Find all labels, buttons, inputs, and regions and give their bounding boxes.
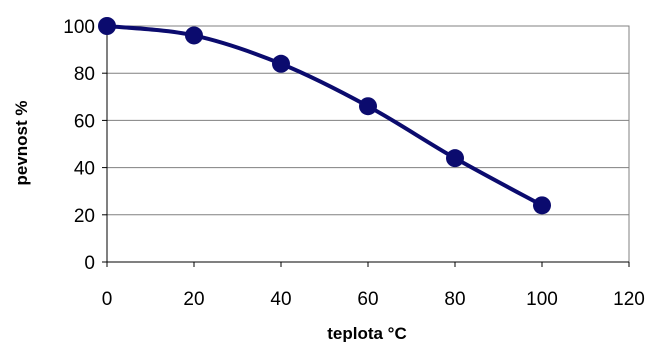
x-axis-title: teplota °C <box>327 324 407 342</box>
x-tick-label: 40 <box>270 289 291 310</box>
x-tick-label: 60 <box>357 289 378 310</box>
x-tick-label: 120 <box>613 289 645 310</box>
y-tick-label: 40 <box>74 159 95 180</box>
series-group <box>98 17 551 215</box>
grid-lines <box>107 25 629 216</box>
x-tick-labels: 0 20 40 60 80 100 120 <box>102 289 645 310</box>
y-axis-title: pevnost % <box>12 100 31 185</box>
x-tick-label: 80 <box>444 289 465 310</box>
y-tick-label: 80 <box>74 64 95 85</box>
y-tick-label: 0 <box>84 253 95 274</box>
x-tick-label: 20 <box>183 289 204 310</box>
y-tick-label: 20 <box>74 206 95 227</box>
x-tick-label: 0 <box>102 289 113 310</box>
x-tick-label: 100 <box>526 289 558 310</box>
y-tick-label: 100 <box>63 17 95 38</box>
data-point <box>533 196 551 215</box>
data-point <box>272 54 290 73</box>
plot-area <box>106 25 630 263</box>
y-tick-labels: 0 20 40 60 80 100 <box>63 17 95 274</box>
y-tick-label: 60 <box>74 111 95 132</box>
data-point <box>446 149 464 168</box>
data-point <box>185 26 203 45</box>
data-point <box>359 97 377 116</box>
data-point <box>98 17 116 35</box>
